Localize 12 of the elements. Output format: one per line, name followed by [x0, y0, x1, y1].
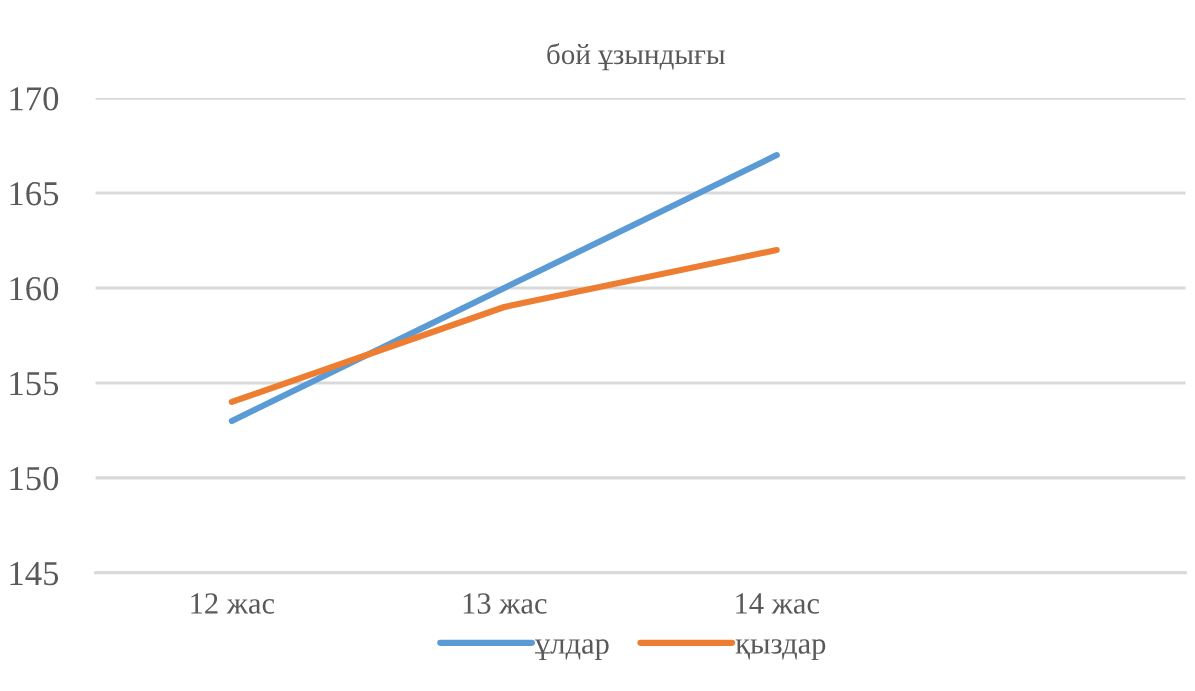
- legend-label: қыздар: [735, 639, 826, 661]
- y-tick-label: 155: [10, 372, 59, 396]
- legend-label: ұлдар: [534, 639, 609, 661]
- x-tick-label: 13 жас: [463, 593, 547, 614]
- y-tick-label: 165: [10, 182, 59, 206]
- y-tick-label: 170: [10, 87, 59, 111]
- y-tick-label: 150: [10, 466, 59, 491]
- chart-title: бой ұзындығы: [547, 43, 725, 71]
- y-tick-label: 160: [10, 276, 59, 301]
- x-tick-label: 12 жас: [191, 593, 275, 614]
- y-tick-label: 145: [10, 561, 59, 586]
- x-tick-label: 14 жас: [736, 593, 820, 614]
